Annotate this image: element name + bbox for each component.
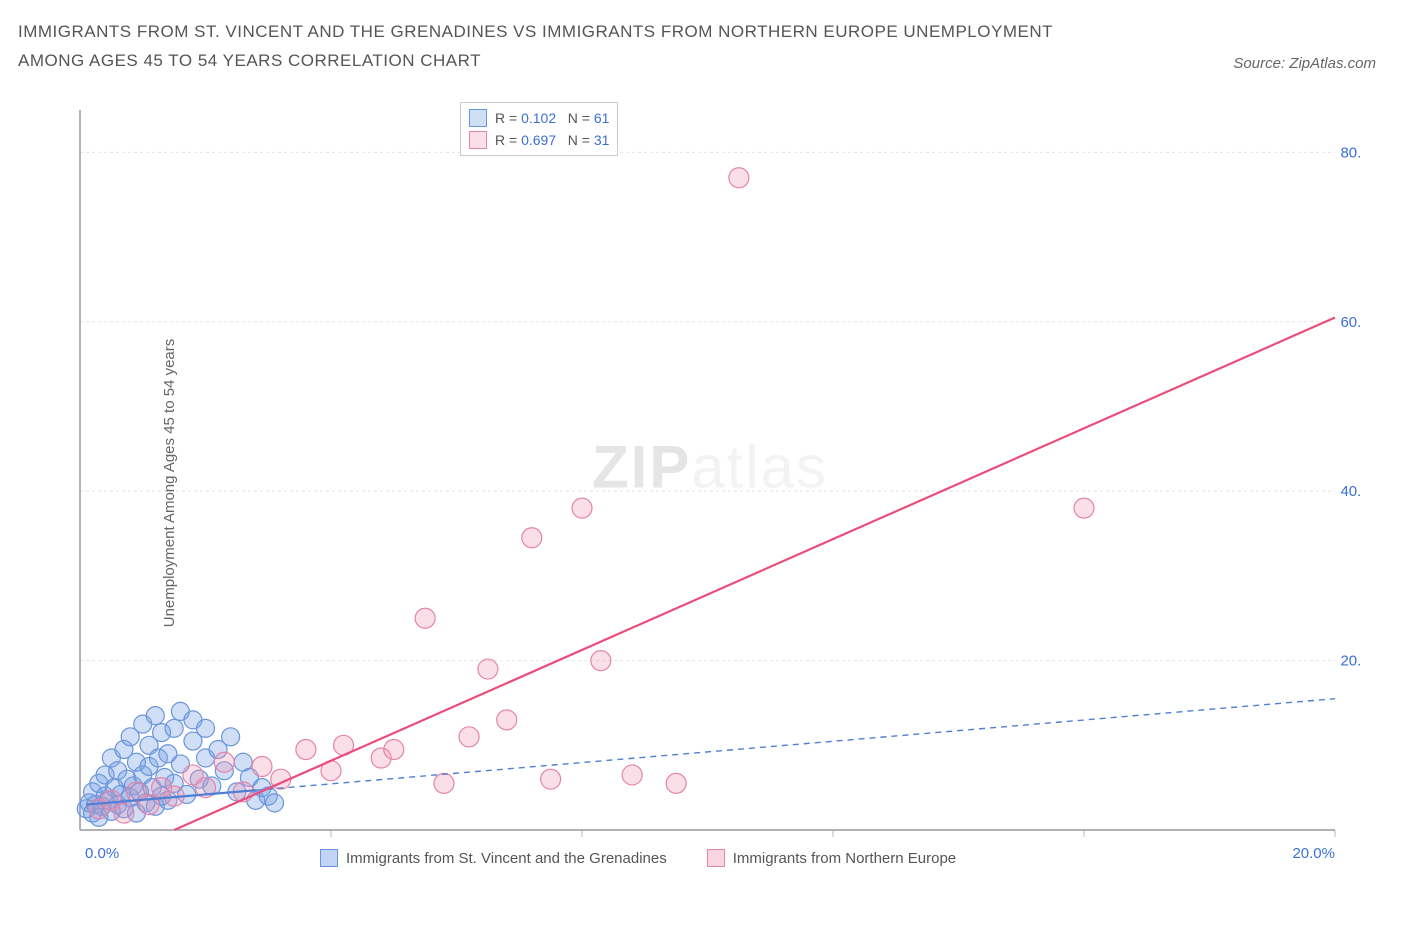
correlation-legend-row: R = 0.102 N = 61 (469, 107, 609, 129)
series-legend-item: Immigrants from Northern Europe (707, 849, 956, 867)
legend-swatch (469, 131, 487, 149)
series-legend-label: Immigrants from St. Vincent and the Gren… (346, 850, 667, 867)
svg-text:20.0%: 20.0% (1292, 845, 1335, 862)
legend-swatch (707, 849, 725, 867)
svg-text:80.0%: 80.0% (1340, 144, 1360, 161)
series-legend-label: Immigrants from Northern Europe (733, 850, 956, 867)
source-name: ZipAtlas.com (1289, 55, 1376, 72)
legend-correlation-text: R = 0.102 N = 61 (495, 110, 609, 126)
legend-swatch (469, 109, 487, 127)
svg-text:20.0%: 20.0% (1340, 653, 1360, 670)
svg-text:60.0%: 60.0% (1340, 314, 1360, 331)
source-prefix: Source: (1233, 55, 1289, 72)
legend-swatch (320, 849, 338, 867)
y-axis-label: Unemployment Among Ages 45 to 54 years (161, 338, 178, 627)
series-legend: Immigrants from St. Vincent and the Gren… (320, 849, 956, 867)
chart-title: IMMIGRANTS FROM ST. VINCENT AND THE GREN… (18, 18, 1118, 76)
correlation-legend-row: R = 0.697 N = 31 (469, 129, 609, 151)
series-legend-item: Immigrants from St. Vincent and the Gren… (320, 849, 667, 867)
legend-correlation-text: R = 0.697 N = 31 (495, 132, 609, 148)
source-attribution: Source: ZipAtlas.com (1233, 55, 1376, 72)
scatter-chart: 20.0% 40.0% 60.0% 80.0% 0.0% 20.0% (60, 100, 1360, 865)
svg-text:0.0%: 0.0% (85, 845, 119, 862)
correlation-legend: R = 0.102 N = 61 R = 0.697 N = 31 (460, 102, 618, 156)
svg-text:40.0%: 40.0% (1340, 483, 1360, 500)
chart-container: Unemployment Among Ages 45 to 54 years Z… (60, 100, 1360, 865)
